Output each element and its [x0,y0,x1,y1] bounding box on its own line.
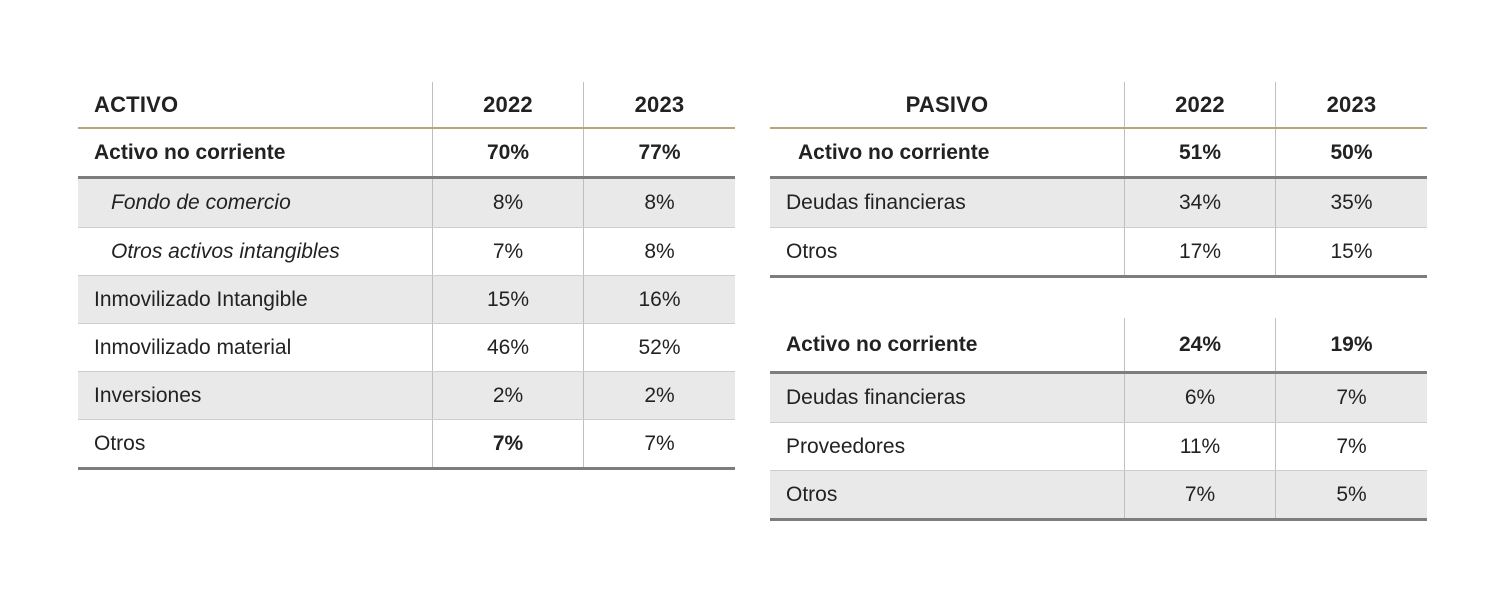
row-label: Activo no corriente [770,318,1125,371]
gold-divider [78,127,735,129]
dark-divider [770,371,1427,374]
row-value-2023: 2% [644,383,675,407]
dark-divider [78,467,735,470]
activo-header-row: ACTIVO 2022 2023 [78,82,735,127]
table-row: Inmovilizado Intangible 15% 16% [78,275,735,323]
row-label: Inversiones [78,372,433,419]
dark-divider [770,275,1427,278]
row-value-2022: 6% [1125,374,1276,422]
row-value-2023: 5% [1336,482,1367,506]
row-label: Activo no corriente [770,129,1125,176]
activo-year-2023-header: 2023 [634,91,685,117]
table-row: Inmovilizado material 46% 52% [78,323,735,371]
row-value-2022: 11% [1125,423,1276,470]
row-label: Deudas financieras [770,179,1125,227]
pasivo-table-bottom: Activo no corriente 24% 19% Deudas finan… [770,318,1427,521]
row-label: Proveedores [770,423,1125,470]
row-value-2023: 52% [638,335,681,359]
row-value-2023: 7% [1336,386,1367,409]
activo-table-title: ACTIVO [78,82,433,127]
row-value-2023: 50% [1330,140,1373,164]
row-label: Fondo de comercio [78,179,433,227]
pasivo-table-top: PASIVO 2022 2023 Activo no corriente 51%… [770,82,1427,278]
dark-divider [770,518,1427,521]
pasivo-section1-row: Activo no corriente 51% 50% [770,129,1427,176]
row-label: Inmovilizado material [78,324,433,371]
row-value-2022: 8% [433,179,584,227]
pasivo-header-row: PASIVO 2022 2023 [770,82,1427,127]
row-value-2022: 34% [1125,179,1276,227]
pasivo-section2-body-rows: Deudas financieras 6% 7% Proveedores 11%… [770,374,1427,518]
row-value-2023: 7% [644,431,675,455]
row-value-2023: 8% [644,239,675,263]
dark-divider [770,176,1427,179]
row-value-2023: 16% [638,287,681,311]
row-value-2023: 19% [1330,332,1373,356]
table-row: Inversiones 2% 2% [78,371,735,419]
table-row: Otros activos intangibles 7% 8% [78,227,735,275]
row-value-2023: 35% [1330,191,1373,214]
row-value-2022: 2% [433,372,584,419]
table-row: Otros 7% 5% [770,470,1427,518]
row-label: Otros activos intangibles [78,228,433,275]
pasivo-section1-body-rows: Deudas financieras 34% 35% Otros 17% 15% [770,179,1427,275]
activo-body-rows: Fondo de comercio 8% 8% Otros activos in… [78,179,735,467]
table-row: Otros 7% 7% [78,419,735,467]
row-label: Otros [770,228,1125,275]
row-value-2022: 15% [433,276,584,323]
row-value-2022: 24% [1125,318,1276,371]
activo-year-2022-header: 2022 [433,82,584,127]
row-label: Inmovilizado Intangible [78,276,433,323]
row-value-2022: 51% [1125,129,1276,176]
row-value-2023: 15% [1330,239,1373,263]
table-row: Proveedores 11% 7% [770,422,1427,470]
row-value-2022: 46% [433,324,584,371]
row-label: Otros [770,471,1125,518]
row-value-2023: 77% [638,140,681,164]
row-value-2023: 7% [1336,434,1367,458]
pasivo-year-2022-header: 2022 [1125,82,1276,127]
row-value-2022: 70% [433,129,584,176]
activo-section-row: Activo no corriente 70% 77% [78,129,735,176]
pasivo-year-2023-header: 2023 [1326,91,1377,117]
table-row: Otros 17% 15% [770,227,1427,275]
row-value-2022: 7% [433,228,584,275]
dark-divider [78,176,735,179]
pasivo-table-title: PASIVO [770,82,1125,127]
row-label: Deudas financieras [770,374,1125,422]
row-value-2022: 17% [1125,228,1276,275]
pasivo-section2-row: Activo no corriente 24% 19% [770,318,1427,371]
activo-table: ACTIVO 2022 2023 Activo no corriente 70%… [78,82,735,470]
row-label: Otros [78,420,433,467]
gold-divider [770,127,1427,129]
row-label: Activo no corriente [78,129,433,176]
table-row: Deudas financieras 6% 7% [770,374,1427,422]
row-value-2022: 7% [433,420,584,467]
row-value-2023: 8% [644,191,675,214]
table-row: Fondo de comercio 8% 8% [78,179,735,227]
row-value-2022: 7% [1125,471,1276,518]
table-row: Deudas financieras 34% 35% [770,179,1427,227]
